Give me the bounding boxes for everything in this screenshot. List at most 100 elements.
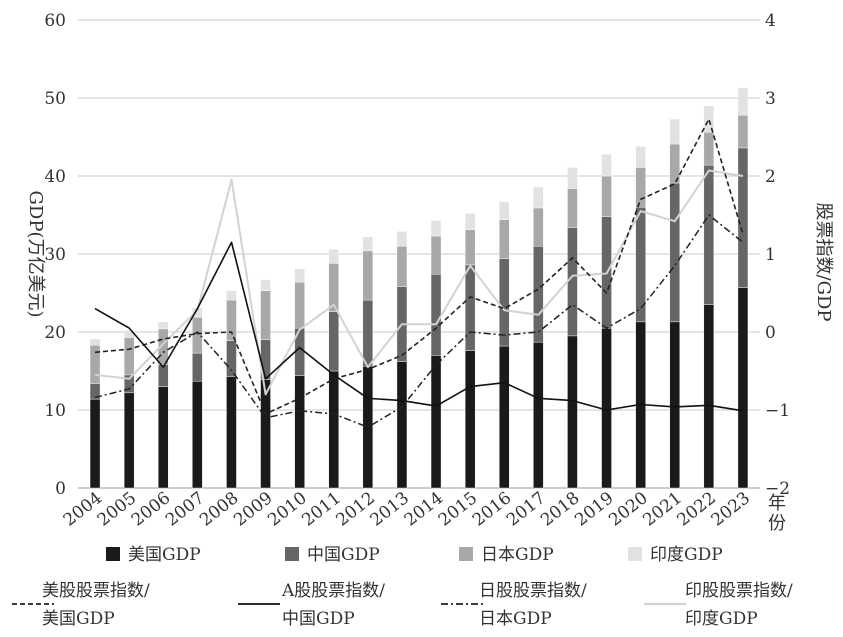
bar-segment	[89, 338, 101, 346]
bars	[89, 87, 749, 489]
bar-segment	[396, 361, 408, 489]
bar-segment	[533, 207, 544, 247]
legend-label: 美国GDP	[42, 609, 115, 629]
x-tick-label: 2006	[128, 488, 174, 530]
bar-segment	[89, 398, 101, 489]
bar-segment	[703, 105, 715, 133]
bar-segment	[430, 220, 442, 237]
bar-segment	[499, 201, 510, 220]
bar-segment	[396, 245, 408, 287]
bar-segment	[158, 364, 169, 387]
x-tick-label: 2016	[469, 488, 515, 530]
bar-segment	[294, 268, 305, 283]
right-tick-label: 3	[765, 89, 776, 109]
left-tick-label: 60	[44, 11, 66, 31]
bar-segment	[499, 258, 510, 347]
bar-segment	[499, 219, 510, 259]
right-tick-label: −2	[765, 479, 790, 499]
bar-segment	[226, 376, 237, 489]
legend-label: 美股股票指数/	[42, 581, 150, 601]
gridlines	[78, 19, 760, 489]
x-tick-label: 2017	[503, 488, 549, 530]
x-tick-label: 2015	[435, 488, 481, 530]
left-tick-label: 0	[55, 479, 66, 499]
bar-segment	[430, 355, 442, 489]
index-lines	[94, 118, 744, 428]
bar-segment	[669, 143, 680, 184]
x-tick-label: 2014	[401, 488, 447, 530]
bar-segment	[158, 386, 169, 489]
bar-segment	[464, 264, 476, 351]
bar-segment	[635, 146, 646, 168]
bar-segment	[601, 153, 612, 177]
bar-segment	[362, 250, 374, 301]
bar-segment	[328, 311, 339, 372]
bar-segment	[192, 316, 203, 354]
bar-segment	[567, 335, 578, 489]
bar-segment	[260, 279, 271, 291]
legend-swatch	[285, 547, 299, 561]
left-tick-label: 10	[44, 401, 66, 421]
bar-segment	[123, 337, 135, 376]
legend-label: 美国GDP	[128, 545, 201, 565]
bar-segment	[362, 236, 374, 252]
index-line	[94, 169, 744, 396]
bar-segment	[533, 186, 544, 209]
bar-segment	[192, 352, 203, 382]
legend-label: 印度GDP	[685, 609, 758, 629]
bar-segment	[737, 287, 749, 489]
x-tick-label: 2012	[333, 488, 379, 530]
bar-segment	[328, 370, 339, 489]
bar-segment	[703, 304, 715, 489]
x-tick-label: 2021	[639, 488, 685, 530]
legend-label: 日股股票指数/	[479, 581, 587, 601]
left-tick-label: 40	[44, 167, 66, 187]
bar-segment	[192, 380, 203, 489]
legend-label: 印股股票指数/	[685, 581, 793, 601]
legend: 美国GDP 中国GDP 日本GDP 印度GDP 美股股票指数/美国GDP A股股票指数/中…	[12, 545, 793, 629]
x-axis-title-char: 年	[768, 493, 786, 514]
index-line	[94, 241, 744, 412]
bar-segment	[464, 350, 476, 489]
x-tick-label: 2018	[537, 488, 583, 530]
bar-segment	[703, 132, 715, 166]
bar-segment	[362, 299, 374, 367]
right-tick-label: 4	[765, 11, 776, 31]
bar-segment	[703, 164, 715, 305]
right-axis-title: 股票指数/GDP	[813, 203, 834, 322]
bar-segment	[669, 321, 680, 489]
bar-segment	[430, 274, 442, 356]
left-tick-label: 30	[44, 245, 66, 265]
x-tick-label: 2013	[367, 488, 413, 530]
bar-segment	[737, 147, 749, 288]
legend-label: 中国GDP	[282, 609, 355, 629]
x-tick-label: 2009	[230, 488, 276, 530]
bar-segment	[567, 227, 578, 337]
bar-segment	[89, 345, 101, 384]
bar-segment	[567, 188, 578, 228]
bar-segment	[737, 114, 749, 149]
right-tick-label: 0	[765, 323, 776, 343]
bar-segment	[226, 290, 237, 301]
legend-label: 印度GDP	[650, 545, 723, 565]
bar-segment	[158, 321, 169, 330]
x-tick-label: 2011	[298, 488, 344, 530]
right-tick-label: −1	[765, 401, 790, 421]
right-tick-label: 2	[765, 167, 776, 187]
x-tick-label: 2022	[674, 488, 720, 530]
left-tick-label: 20	[44, 323, 66, 343]
bar-segment	[294, 375, 305, 489]
bar-segment	[260, 379, 271, 489]
x-tick-label: 2007	[162, 488, 208, 530]
left-tick-label: 50	[44, 89, 66, 109]
legend-label: 中国GDP	[307, 545, 380, 565]
bar-segment	[533, 245, 544, 343]
left-axis-title: GDP(万亿美元)	[25, 191, 46, 318]
bar-segment	[396, 231, 408, 247]
right-tick-label: 1	[765, 245, 776, 265]
bar-segment	[430, 235, 442, 275]
bar-segment	[328, 249, 339, 264]
bar-segment	[737, 87, 749, 116]
